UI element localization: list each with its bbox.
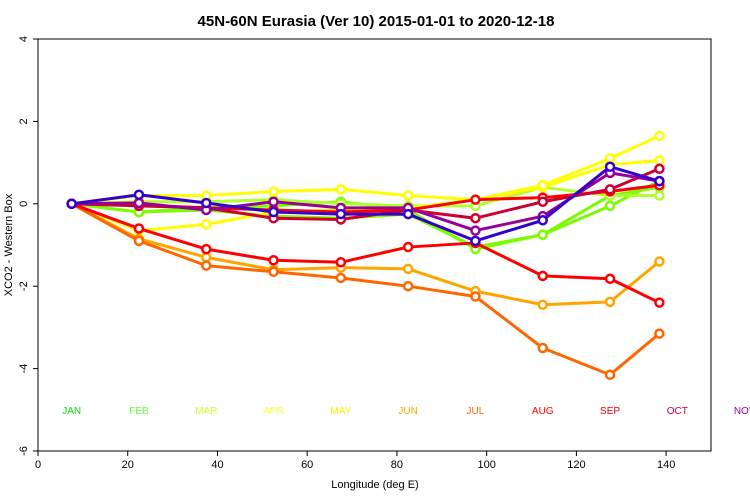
month-label: APR — [263, 406, 284, 417]
data-point — [537, 270, 548, 282]
data-point — [201, 260, 212, 271]
data-point — [335, 184, 347, 195]
data-point — [604, 296, 616, 308]
y-axis-label: XCO2 - Western Box — [3, 193, 15, 296]
y-tick-label: -2 — [18, 281, 30, 291]
x-tick-label: 60 — [301, 459, 313, 471]
month-label: OCT — [667, 406, 688, 417]
data-point — [201, 252, 212, 263]
month-label: AUG — [532, 406, 554, 417]
data-point — [402, 280, 414, 292]
data-point — [654, 130, 665, 142]
data-point — [654, 163, 665, 175]
month-label: NOV — [734, 406, 750, 417]
month-label: MAR — [195, 406, 217, 417]
x-tick-label: 40 — [211, 459, 223, 471]
x-tick-label: 140 — [657, 459, 675, 471]
series-layer — [66, 130, 665, 381]
data-point — [133, 235, 145, 247]
y-tick-label: 0 — [18, 201, 30, 207]
data-point — [604, 273, 616, 285]
data-point — [268, 266, 279, 278]
data-point — [133, 197, 145, 209]
data-point — [470, 291, 481, 302]
data-point — [604, 369, 616, 381]
month-label: JAN — [62, 406, 81, 417]
plot-frame — [37, 38, 712, 452]
month-label: JUN — [398, 406, 417, 417]
series-may — [66, 130, 665, 236]
series-dec — [66, 161, 665, 247]
data-point — [654, 190, 665, 201]
data-point — [470, 235, 481, 247]
series-line — [71, 165, 660, 243]
y-tick-label: -6 — [18, 446, 30, 456]
data-point — [402, 208, 414, 220]
data-point — [201, 243, 212, 255]
x-tick-label: 20 — [122, 459, 134, 471]
data-point — [133, 189, 145, 200]
data-point — [537, 342, 548, 354]
data-point — [537, 215, 548, 226]
data-point — [201, 197, 212, 209]
month-label: FEB — [129, 406, 149, 417]
data-point — [537, 229, 548, 240]
data-point — [654, 256, 665, 267]
data-point — [604, 153, 616, 164]
chart-title: 45N-60N Eurasia (Ver 10) 2015-01-01 to 2… — [198, 13, 555, 30]
x-tick-label: 80 — [391, 459, 403, 471]
y-tick-label: 2 — [18, 118, 30, 124]
month-labels: JANFEBMARAPRMAYJUNJULAUGSEPOCTNOVDEC — [62, 406, 750, 417]
data-point — [268, 254, 279, 266]
data-point — [335, 272, 347, 284]
y-tick-label: -4 — [18, 364, 30, 374]
data-point — [604, 184, 616, 195]
month-label: SEP — [600, 406, 620, 417]
x-tick-label: 120 — [567, 459, 585, 471]
data-point — [335, 257, 347, 268]
data-point — [470, 225, 481, 236]
data-point — [335, 208, 347, 220]
data-point — [201, 219, 212, 230]
data-point — [66, 198, 77, 210]
data-point — [133, 223, 145, 234]
month-label: JUL — [467, 406, 485, 417]
data-point — [268, 206, 279, 218]
x-tick-label: 100 — [477, 459, 495, 471]
data-point — [654, 328, 665, 339]
series-line — [71, 159, 660, 206]
axis-ticks: 0 20 40 60 80 100 120 140 -6 -4 -2 0 2 4 — [18, 36, 675, 471]
data-point — [402, 263, 414, 275]
data-point — [537, 299, 548, 310]
data-point — [402, 241, 414, 253]
series-line — [71, 202, 661, 305]
data-point — [604, 161, 616, 172]
data-point — [537, 196, 548, 207]
series-line — [70, 202, 661, 377]
y-tick-label: 4 — [18, 36, 30, 42]
data-point — [604, 200, 616, 212]
data-point — [470, 194, 481, 205]
x-axis-label: Longitude (deg E) — [331, 479, 418, 491]
data-point — [268, 196, 279, 207]
month-label: MAY — [330, 406, 351, 417]
series-line — [71, 185, 660, 208]
x-tick-label: 0 — [35, 459, 41, 471]
data-point — [654, 297, 665, 308]
data-point — [470, 212, 481, 224]
data-point — [268, 186, 279, 197]
series-line — [70, 202, 661, 307]
data-point — [402, 190, 414, 201]
data-point — [537, 180, 548, 191]
series-jul — [66, 198, 665, 381]
series-apr — [66, 155, 665, 210]
data-point — [654, 175, 665, 187]
data-point — [654, 155, 665, 166]
